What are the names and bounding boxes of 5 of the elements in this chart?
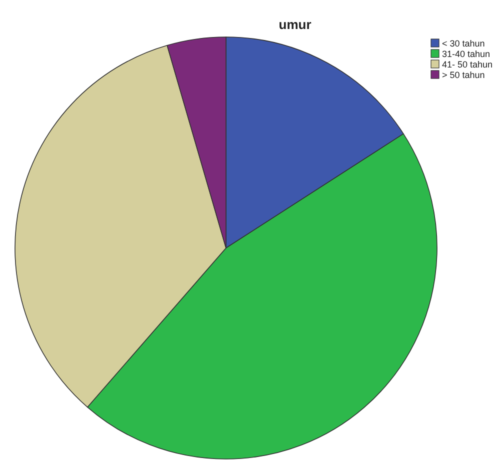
legend-label: 41- 50 tahun [442, 60, 493, 70]
legend-label: 31-40 tahun [442, 49, 490, 59]
chart-title: umur [278, 17, 312, 32]
legend-label: < 30 tahun [442, 38, 485, 48]
legend-label: > 50 tahun [442, 70, 485, 80]
